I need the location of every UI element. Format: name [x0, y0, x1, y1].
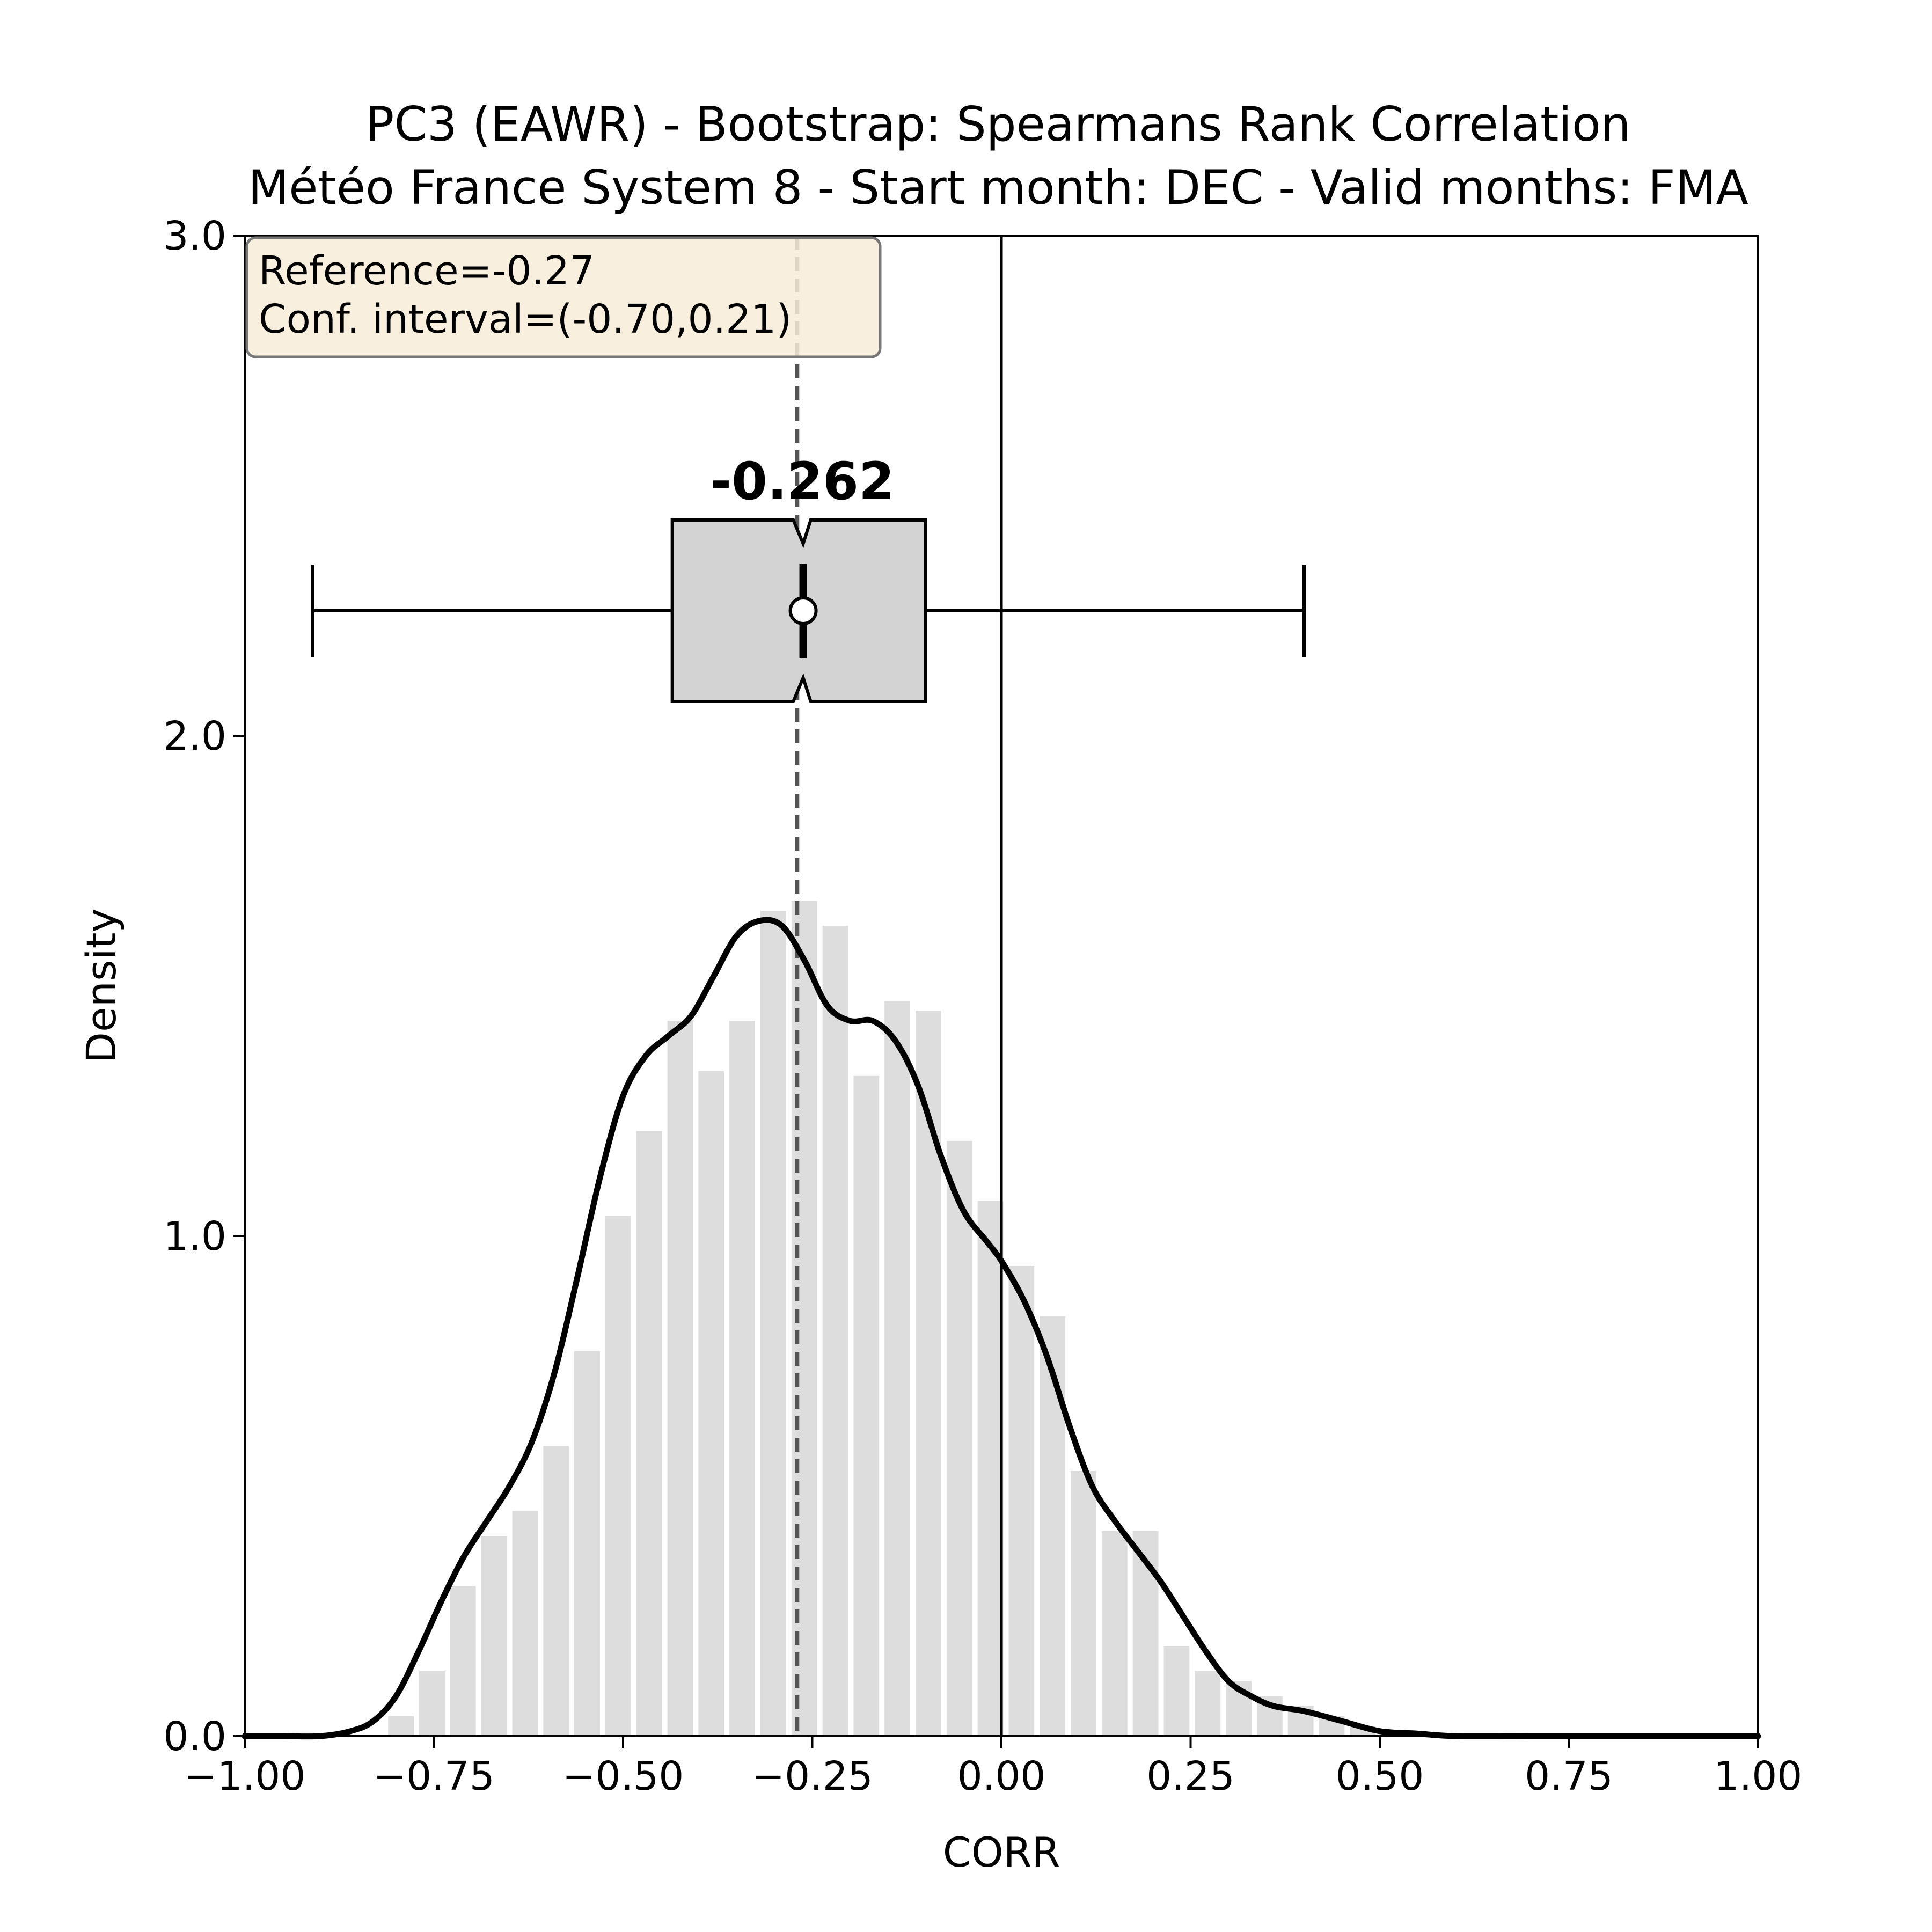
histogram-bar	[1195, 1671, 1221, 1736]
x-tick-label: 1.00	[1714, 1753, 1803, 1799]
y-axis-ticks: 0.0 1.0 2.0 3.0	[163, 213, 245, 1760]
chart-title: PC3 (EAWR) - Bootstrap: Spearmans Rank C…	[365, 97, 1630, 152]
histogram-bar	[1163, 1646, 1190, 1736]
histogram-bar	[481, 1536, 507, 1736]
x-tick-label: 0.75	[1525, 1753, 1613, 1799]
annotation-box: Reference=-0.27 Conf. interval=(-0.70,0.…	[245, 236, 882, 358]
histogram-bar	[574, 1351, 600, 1736]
x-tick-label: −1.00	[184, 1753, 306, 1799]
histogram-bar	[977, 1201, 1004, 1736]
y-tick-label: 0.0	[163, 1714, 226, 1760]
histogram-bar	[605, 1216, 631, 1736]
boxplot-median-label: -0.262	[710, 451, 895, 511]
x-tick-label: −0.75	[373, 1753, 495, 1799]
x-tick-label: −0.50	[562, 1753, 684, 1799]
histogram-bar	[946, 1140, 972, 1736]
x-axis-label: CORR	[943, 1828, 1060, 1876]
y-tick-label: 3.0	[163, 213, 226, 259]
y-axis-label: Density	[77, 909, 125, 1064]
boxplot	[311, 518, 1306, 703]
histogram-bar	[760, 911, 786, 1736]
histogram-bar	[698, 1071, 724, 1736]
kde-curve	[241, 917, 1761, 1740]
histogram-bar	[450, 1586, 476, 1736]
histogram-bars	[388, 901, 1376, 1736]
x-tick-label: 0.50	[1336, 1753, 1424, 1799]
kde-curve-layer	[241, 917, 1761, 1740]
x-tick-label: 0.00	[957, 1753, 1046, 1799]
histogram-bar	[419, 1671, 445, 1736]
histogram-bar	[729, 1021, 755, 1736]
histogram-bar	[884, 1000, 911, 1736]
histogram-bar	[388, 1716, 414, 1736]
reference-lines	[795, 236, 1003, 1736]
histogram-bar	[853, 1075, 880, 1736]
x-tick-label: 0.25	[1146, 1753, 1235, 1799]
histogram-bar	[1008, 1265, 1035, 1736]
histogram-bar	[1071, 1471, 1096, 1736]
histogram-bar	[543, 1446, 569, 1736]
chart-subtitle: Météo France System 8 - Start month: DEC…	[248, 160, 1748, 215]
y-tick-label: 1.0	[163, 1213, 226, 1260]
histogram-bar	[822, 926, 848, 1736]
annotation-conf-interval: Conf. interval=(-0.70,0.21)	[259, 296, 792, 342]
boxplot-mean-marker	[788, 596, 818, 625]
x-tick-label: −0.25	[751, 1753, 873, 1799]
histogram-bar	[1101, 1531, 1128, 1736]
y-tick-label: 2.0	[163, 713, 226, 759]
annotation-reference: Reference=-0.27	[259, 248, 595, 294]
x-axis-ticks: −1.00 −0.75 −0.50 −0.25 0.00 0.25 0.50 0.75 1.00	[184, 1736, 1803, 1799]
histogram-bar	[667, 1021, 693, 1736]
histogram-bar	[512, 1511, 538, 1736]
histogram-bar	[916, 1011, 941, 1736]
histogram-bar	[636, 1131, 662, 1736]
histogram-bar	[1040, 1316, 1066, 1736]
